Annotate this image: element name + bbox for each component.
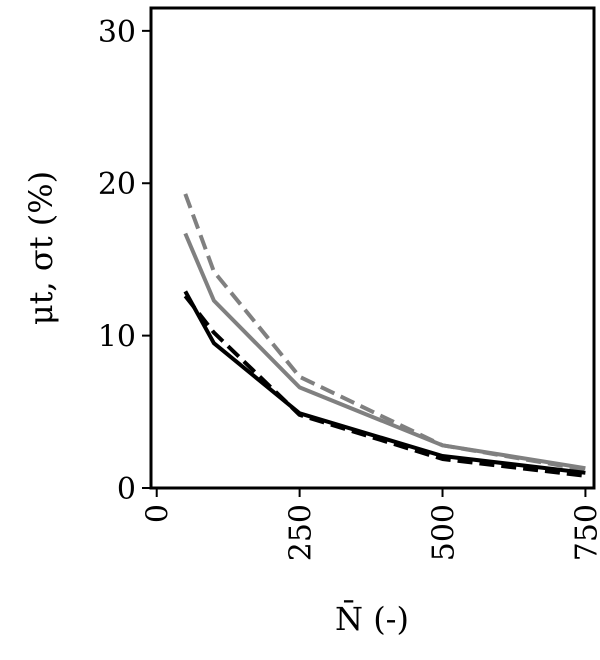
ticks-layer: 0 10 20 30 0 250 500 750 [98,15,600,561]
y-axis-label: μt, σt (%) [22,171,60,325]
x-tick-label: 750 [569,504,600,561]
x-tick-label: 500 [427,504,462,561]
plot-frame [149,6,596,490]
y-tick-label: 0 [117,472,136,507]
x-tick-label: 0 [141,504,176,523]
series-line-4 [183,294,586,478]
series-line-2 [183,193,586,472]
series-line-1 [183,232,586,471]
series-line-3 [183,290,586,475]
x-tick-label: 250 [284,504,319,561]
y-tick-label: 20 [98,167,136,202]
x-axis-label: N̄ (-) [335,600,409,638]
series-layer [183,193,586,478]
y-tick-label: 10 [98,320,136,355]
y-tick-label: 30 [98,15,136,50]
